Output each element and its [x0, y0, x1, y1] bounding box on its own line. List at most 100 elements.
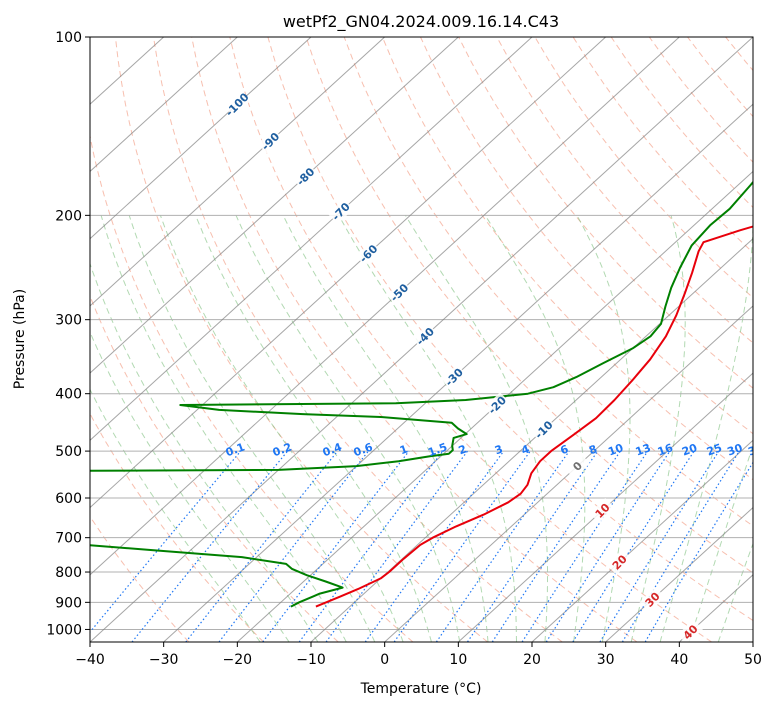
isotherm-label-bg	[639, 586, 666, 613]
dry-adiabat-line	[343, 37, 753, 527]
isotherm-gridline	[605, 506, 753, 642]
moist-adiabat-line	[128, 215, 376, 642]
y-tick-label: 700	[55, 531, 82, 547]
x-tick-label: 20	[523, 652, 541, 668]
y-tick-label: 1000	[46, 622, 82, 638]
mixing-ratio-line	[393, 450, 531, 642]
moist-adiabat-line	[338, 215, 517, 642]
moist-adiabat-line	[90, 330, 290, 642]
mixing-ratio-label: 1.5	[426, 440, 449, 459]
mixing-ratio-label: 1	[398, 442, 410, 457]
isotherm-label-bg	[292, 163, 319, 190]
moist-adiabat-line	[484, 215, 586, 642]
x-tick-label: 40	[670, 652, 688, 668]
mixing-ratio-label: 16	[656, 441, 675, 459]
moist-adiabat-line	[404, 215, 548, 642]
mixing-ratio-line	[131, 450, 289, 642]
mixing-ratio-line	[621, 450, 740, 642]
mixing-ratio-line	[545, 450, 671, 642]
moist-adiabat-line	[235, 215, 461, 642]
x-axis-label: Temperature (°C)	[360, 681, 482, 697]
moist-adiabat-line	[100, 215, 347, 642]
isotherm-label-bg	[484, 392, 510, 418]
dry-adiabat-line	[725, 37, 753, 72]
isotherm-gridline	[90, 37, 238, 173]
moist-adiabat-line	[159, 215, 404, 642]
mixing-ratio-line	[298, 450, 444, 642]
mixing-ratio-line	[572, 450, 695, 642]
isotherm-gridline	[457, 372, 753, 642]
moist-adiabat-line	[195, 215, 432, 642]
y-tick-label: 100	[55, 30, 82, 46]
dry-adiabat-line	[534, 37, 753, 299]
mixing-ratio-label: 6	[559, 442, 571, 457]
x-tick-label: 50	[744, 652, 762, 668]
mixing-ratio-line	[599, 450, 720, 642]
mixing-ratio-label: 36	[746, 441, 765, 459]
y-tick-label: 900	[55, 595, 82, 611]
plot-frame	[89, 36, 754, 643]
mixing-ratio-label: 0.2	[271, 440, 294, 459]
dry-adiabat-line	[458, 37, 753, 389]
isotherm-label-bg	[530, 416, 557, 443]
mixing-ratio-line	[466, 450, 599, 642]
isotherm-label-bg	[224, 91, 250, 118]
dry-adiabat-line	[229, 37, 712, 642]
isotherm-gridline	[90, 37, 312, 240]
dry-adiabat-line	[610, 37, 753, 209]
dry-adiabat-line	[90, 294, 339, 642]
dry-adiabat-line	[90, 515, 190, 642]
x-tick-label: 30	[597, 652, 615, 668]
mixing-ratio-line	[521, 450, 649, 642]
y-tick-label: 200	[55, 208, 82, 224]
mixing-ratio-line	[262, 450, 410, 642]
mixing-ratio-label: 25	[705, 441, 724, 458]
chart-title: wetPf2_GN04.2024.009.16.14.C43	[283, 12, 559, 32]
plot-area: -100-90-80-70-60-50-40-30-20-10010203040…	[90, 37, 775, 642]
dry-adiabat-line	[114, 37, 488, 642]
mixing-ratio-label: 30	[725, 441, 744, 459]
x-tick-label: −40	[75, 652, 105, 668]
y-tick-label: 300	[55, 313, 82, 329]
dry-adiabat-line	[687, 37, 753, 118]
dry-adiabat-line	[572, 37, 753, 254]
mixing-ratio-label: 20	[680, 441, 699, 459]
dry-adiabat-line	[90, 412, 264, 642]
mixing-ratio-line	[218, 450, 369, 642]
dry-adiabat-line	[381, 37, 753, 481]
isotherm-gridline	[752, 641, 753, 642]
isotherm-label-bg	[441, 364, 467, 390]
isotherm-gridline	[90, 37, 607, 509]
x-tick-label: 0	[380, 652, 389, 668]
dry-adiabat-line	[420, 37, 753, 435]
isotherm-label-bg	[328, 198, 354, 225]
dry-adiabat-line	[305, 37, 753, 574]
isotherm-gridline	[163, 103, 753, 642]
mixing-ratio-label: 10	[606, 441, 625, 459]
dry-adiabat-line	[764, 37, 775, 642]
isotherm-gridline	[384, 305, 753, 642]
isotherm-label-bg	[564, 453, 591, 479]
y-tick-label: 400	[55, 387, 82, 403]
mixing-ratio-label: 0.1	[224, 440, 247, 459]
isotherm-gridline	[236, 170, 753, 642]
temperature-profile-line	[315, 225, 753, 608]
isotherm-label-bg	[412, 323, 438, 350]
isotherm-label-bg	[355, 240, 382, 267]
isotherm-label-bg	[677, 619, 704, 642]
isotherm-gridline	[90, 37, 459, 374]
isotherm-gridline	[310, 237, 753, 642]
mixing-ratio-label: 0.4	[321, 440, 344, 459]
moist-adiabat-line	[576, 215, 631, 642]
x-tick-label: −10	[296, 652, 326, 668]
y-tick-label: 800	[55, 565, 82, 581]
isotherm-label-bg	[606, 549, 633, 575]
isotherm-label-bg	[386, 279, 413, 306]
y-axis-label: Pressure (hPa)	[12, 289, 28, 389]
isotherm-gridline	[90, 37, 533, 442]
mixing-ratio-line	[90, 450, 242, 633]
mixing-ratio-line	[491, 450, 621, 642]
mixing-ratio-label: 0.6	[352, 440, 375, 459]
